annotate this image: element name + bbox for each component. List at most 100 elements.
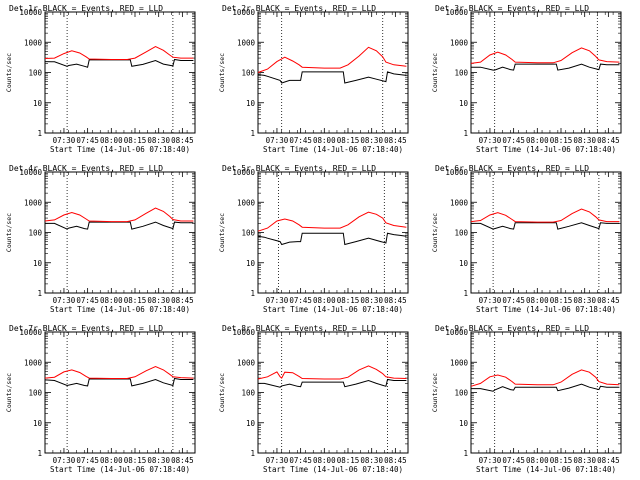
series-line-lld bbox=[257, 46, 407, 73]
x-tick-label: 08:00 bbox=[100, 296, 123, 305]
x-tick-label: 08:45 bbox=[384, 296, 407, 305]
y-tick-label: 10000 bbox=[19, 328, 42, 337]
chart-panel: Det 3r BLACK = Events, RED = LLD 1 10 100 10… bbox=[431, 4, 622, 154]
chart-panel: Det 4r BLACK = Events, RED = LLD 1 10 100 10… bbox=[5, 164, 196, 314]
x-tick-label: 07:30 bbox=[53, 296, 76, 305]
x-axis-label: Start Time (14-Jul-06 07:18:40) bbox=[50, 145, 190, 154]
x-axis-label: Start Time (14-Jul-06 07:18:40) bbox=[476, 305, 616, 314]
plot-frame bbox=[257, 171, 409, 294]
y-tick-label: 100 bbox=[28, 389, 42, 398]
series-line-lld bbox=[257, 365, 407, 380]
y-tick-label: 100 bbox=[454, 69, 468, 78]
y-tick-label: 1 bbox=[37, 129, 42, 138]
x-tick-label: 08:15 bbox=[550, 136, 573, 145]
y-tick-label: 1000 bbox=[450, 198, 469, 207]
x-tick-label: 08:45 bbox=[171, 136, 194, 145]
x-tick-label: 07:30 bbox=[266, 136, 289, 145]
y-tick-label: 100 bbox=[28, 229, 42, 238]
y-tick-label: 10000 bbox=[445, 328, 468, 337]
y-tick-label: 1000 bbox=[237, 38, 256, 47]
x-tick-label: 07:30 bbox=[53, 456, 76, 465]
x-tick-label: 08:15 bbox=[550, 296, 573, 305]
y-axis-label: Counts/sec bbox=[218, 213, 226, 252]
x-tick-label: 07:30 bbox=[266, 456, 289, 465]
chart-title: Det 1r BLACK = Events, RED = LLD bbox=[9, 4, 163, 13]
x-tick-label: 08:00 bbox=[526, 136, 549, 145]
chart-panel: Det 8r BLACK = Events, RED = LLD 1 10 100 10… bbox=[218, 324, 409, 474]
y-axis-label: Counts/sec bbox=[5, 53, 13, 92]
y-tick-label: 1 bbox=[37, 289, 42, 298]
x-tick-label: 08:30 bbox=[360, 136, 383, 145]
x-tick-label: 08:15 bbox=[124, 296, 147, 305]
plot-frame bbox=[470, 331, 622, 454]
chart-panel: Det 9r BLACK = Events, RED = LLD 1 10 100 10… bbox=[431, 324, 622, 474]
y-tick-label: 100 bbox=[454, 229, 468, 238]
y-tick-label: 1 bbox=[463, 449, 468, 458]
y-tick-label: 10000 bbox=[232, 8, 255, 17]
y-tick-label: 10 bbox=[33, 419, 43, 428]
y-tick-label: 1000 bbox=[237, 198, 256, 207]
y-tick-label: 10000 bbox=[445, 168, 468, 177]
y-tick-label: 1 bbox=[250, 129, 255, 138]
x-tick-label: 08:00 bbox=[526, 296, 549, 305]
x-tick-label: 08:45 bbox=[384, 456, 407, 465]
chart-title: Det 7r BLACK = Events, RED = LLD bbox=[9, 324, 163, 333]
x-tick-label: 08:00 bbox=[100, 136, 123, 145]
y-tick-label: 1 bbox=[463, 129, 468, 138]
chart-title: Det 3r BLACK = Events, RED = LLD bbox=[435, 4, 589, 13]
y-axis-label: Counts/sec bbox=[218, 53, 226, 92]
x-axis-label: Start Time (14-Jul-06 07:18:40) bbox=[476, 145, 616, 154]
y-axis-label: Counts/sec bbox=[5, 373, 13, 412]
x-tick-label: 08:15 bbox=[337, 136, 360, 145]
x-tick-label: 08:30 bbox=[147, 456, 170, 465]
x-tick-label: 07:30 bbox=[53, 136, 76, 145]
y-tick-label: 1 bbox=[463, 289, 468, 298]
x-tick-label: 07:30 bbox=[266, 296, 289, 305]
x-tick-label: 08:30 bbox=[573, 136, 596, 145]
y-tick-label: 1 bbox=[37, 449, 42, 458]
y-tick-label: 10 bbox=[246, 419, 256, 428]
y-tick-label: 1000 bbox=[24, 358, 43, 367]
y-tick-label: 10000 bbox=[232, 168, 255, 177]
x-tick-label: 07:45 bbox=[76, 456, 99, 465]
x-tick-label: 07:45 bbox=[76, 296, 99, 305]
y-tick-label: 10 bbox=[33, 259, 43, 268]
x-tick-label: 08:15 bbox=[124, 456, 147, 465]
chart-panel: Det 6r BLACK = Events, RED = LLD 1 10 100 10… bbox=[431, 164, 622, 314]
x-tick-label: 08:30 bbox=[573, 296, 596, 305]
x-tick-label: 07:30 bbox=[479, 296, 502, 305]
chart-title: Det 8r BLACK = Events, RED = LLD bbox=[222, 324, 376, 333]
x-axis-label: Start Time (14-Jul-06 07:18:40) bbox=[263, 305, 403, 314]
x-tick-label: 08:45 bbox=[597, 136, 620, 145]
series-line-events bbox=[258, 378, 407, 388]
series-line-lld bbox=[470, 208, 620, 223]
x-tick-label: 08:15 bbox=[550, 456, 573, 465]
y-tick-label: 1 bbox=[250, 449, 255, 458]
x-tick-label: 08:15 bbox=[337, 296, 360, 305]
x-tick-label: 08:45 bbox=[597, 296, 620, 305]
x-tick-label: 08:30 bbox=[573, 456, 596, 465]
y-axis-label: Counts/sec bbox=[431, 373, 439, 412]
x-tick-label: 08:30 bbox=[147, 136, 170, 145]
plot-frame bbox=[257, 11, 409, 134]
plot-frame bbox=[257, 331, 409, 454]
x-tick-label: 08:30 bbox=[147, 296, 170, 305]
y-tick-label: 1000 bbox=[450, 358, 469, 367]
y-tick-label: 100 bbox=[241, 389, 255, 398]
x-tick-label: 07:45 bbox=[289, 136, 312, 145]
plot-frame bbox=[470, 11, 622, 134]
y-tick-label: 10000 bbox=[232, 328, 255, 337]
x-tick-label: 07:30 bbox=[479, 456, 502, 465]
y-tick-label: 1000 bbox=[450, 38, 469, 47]
y-axis-label: Counts/sec bbox=[431, 53, 439, 92]
x-tick-label: 08:00 bbox=[313, 136, 336, 145]
x-tick-label: 07:45 bbox=[502, 296, 525, 305]
chart-title: Det 9r BLACK = Events, RED = LLD bbox=[435, 324, 589, 333]
series-line-events bbox=[257, 71, 407, 84]
y-tick-label: 100 bbox=[241, 229, 255, 238]
y-tick-label: 10 bbox=[246, 259, 256, 268]
chart-panel: Det 5r BLACK = Events, RED = LLD 1 10 100 10… bbox=[218, 164, 409, 314]
y-tick-label: 100 bbox=[454, 389, 468, 398]
x-tick-label: 07:30 bbox=[479, 136, 502, 145]
x-tick-label: 07:45 bbox=[289, 296, 312, 305]
